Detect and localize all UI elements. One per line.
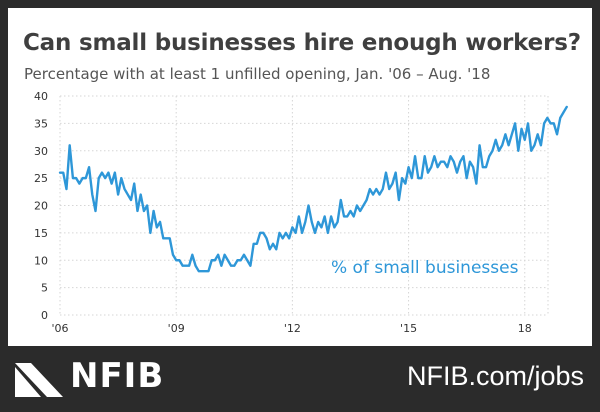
series-line — [58, 105, 568, 273]
y-tick-label: 15 — [34, 227, 48, 240]
series-annotation: % of small businesses — [331, 258, 519, 278]
nfib-logo-text: NFIB — [70, 356, 165, 396]
y-tick-label: 25 — [34, 172, 48, 185]
y-tick-label: 5 — [41, 282, 48, 295]
y-tick-label: 10 — [34, 254, 48, 267]
x-tick-label: '15 — [400, 322, 417, 335]
chart-title: Can small businesses hire enough workers… — [23, 30, 581, 56]
series-layer — [58, 105, 568, 273]
x-tick-label: '09 — [168, 322, 185, 335]
y-tick-label: 20 — [34, 200, 48, 213]
line-chart: 0 5 10 15 20 25 30 35 40 '06 '09 '12 '15 18 % of smal… — [34, 90, 568, 335]
chart-card: Can small businesses hire enough workers… — [8, 8, 592, 346]
x-tick-label: '12 — [284, 322, 301, 335]
grid-layer — [59, 95, 549, 316]
footer-bar: NFIB NFIB.com/jobs — [0, 346, 600, 412]
y-tick-label: 0 — [41, 309, 48, 322]
footer-url[interactable]: NFIB.com/jobs — [406, 361, 584, 391]
nfib-logo-mark-icon — [15, 363, 63, 397]
y-tick-label: 30 — [34, 145, 48, 158]
chart-subtitle: Percentage with at least 1 unfilled open… — [24, 65, 491, 83]
axis-layer: 0 5 10 15 20 25 30 35 40 '06 '09 '12 '15 18 — [34, 90, 532, 335]
y-tick-label: 40 — [34, 90, 48, 103]
y-tick-label: 35 — [34, 117, 48, 130]
x-tick-label: '06 — [51, 322, 68, 335]
x-tick-label: 18 — [518, 322, 532, 335]
